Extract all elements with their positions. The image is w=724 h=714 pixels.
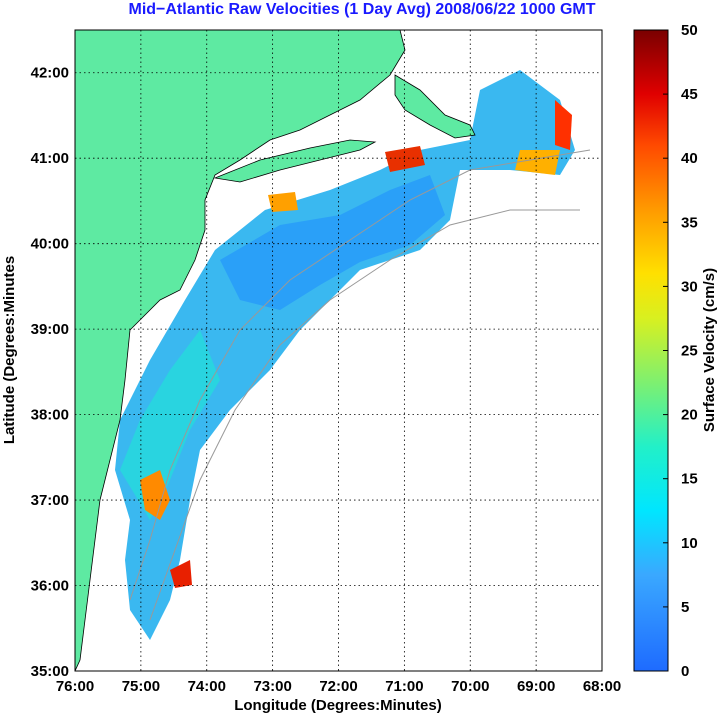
y-tick-label: 38:00 <box>31 407 69 424</box>
colorbar-tick-label: 15 <box>681 471 698 488</box>
land-mass <box>75 30 406 671</box>
y-tick-label: 39:00 <box>31 321 69 338</box>
y-tick-label: 35:00 <box>31 663 69 680</box>
colorbar-tick-label: 30 <box>681 278 698 295</box>
x-tick-label: 73:00 <box>253 678 291 695</box>
colorbar-tick-label: 45 <box>681 86 698 103</box>
x-tick-label: 76:00 <box>56 678 94 695</box>
chart-title: Mid−Atlantic Raw Velocities (1 Day Avg) … <box>128 1 596 18</box>
y-axis-label: Latitude (Degrees:Minutes <box>1 256 18 444</box>
y-tick-label: 36:00 <box>31 578 69 595</box>
x-tick-label: 68:00 <box>583 678 621 695</box>
long-island <box>213 139 377 183</box>
x-tick-label: 69:00 <box>517 678 555 695</box>
colorbar-tick-label: 20 <box>681 407 698 424</box>
cape-cod <box>394 74 476 139</box>
colorbar-tick-label: 25 <box>681 343 698 360</box>
y-tick-label: 41:00 <box>31 150 69 167</box>
colorbar-tick-label: 50 <box>681 22 698 39</box>
y-tick-label: 37:00 <box>31 492 69 509</box>
bathymetry-contours <box>129 149 591 621</box>
y-tick-labels: 35:00 36:00 37:00 38:00 39:00 40:00 41:00 42:00 <box>31 65 69 680</box>
x-tick-label: 70:00 <box>451 678 489 695</box>
colorbar <box>633 29 669 672</box>
y-tick-label: 42:00 <box>31 65 69 82</box>
x-tick-label: 74:00 <box>188 678 226 695</box>
colorbar-tick-label: 10 <box>681 535 698 552</box>
colorbar-tick-label: 5 <box>681 599 689 616</box>
grid-lines <box>75 30 602 671</box>
colorbar-tick-labels: 0 5 10 15 20 25 30 35 40 45 50 <box>663 22 698 680</box>
colorbar-tick-label: 0 <box>681 663 689 680</box>
x-tick-label: 72:00 <box>319 678 357 695</box>
x-tick-label: 75:00 <box>122 678 160 695</box>
colorbar-tick-label: 35 <box>681 214 698 231</box>
colorbar-tick-label: 40 <box>681 150 698 167</box>
x-tick-label: 71:00 <box>385 678 423 695</box>
plot-frame <box>74 29 603 672</box>
colorbar-label: Surface Velocity (cm/s) <box>701 268 718 432</box>
x-axis-label: Longitude (Degrees:Minutes) <box>234 697 442 714</box>
y-tick-label: 40:00 <box>31 236 69 253</box>
x-tick-labels: 76:00 75:00 74:00 73:00 72:00 71:00 70:00 69:00… <box>56 678 621 695</box>
